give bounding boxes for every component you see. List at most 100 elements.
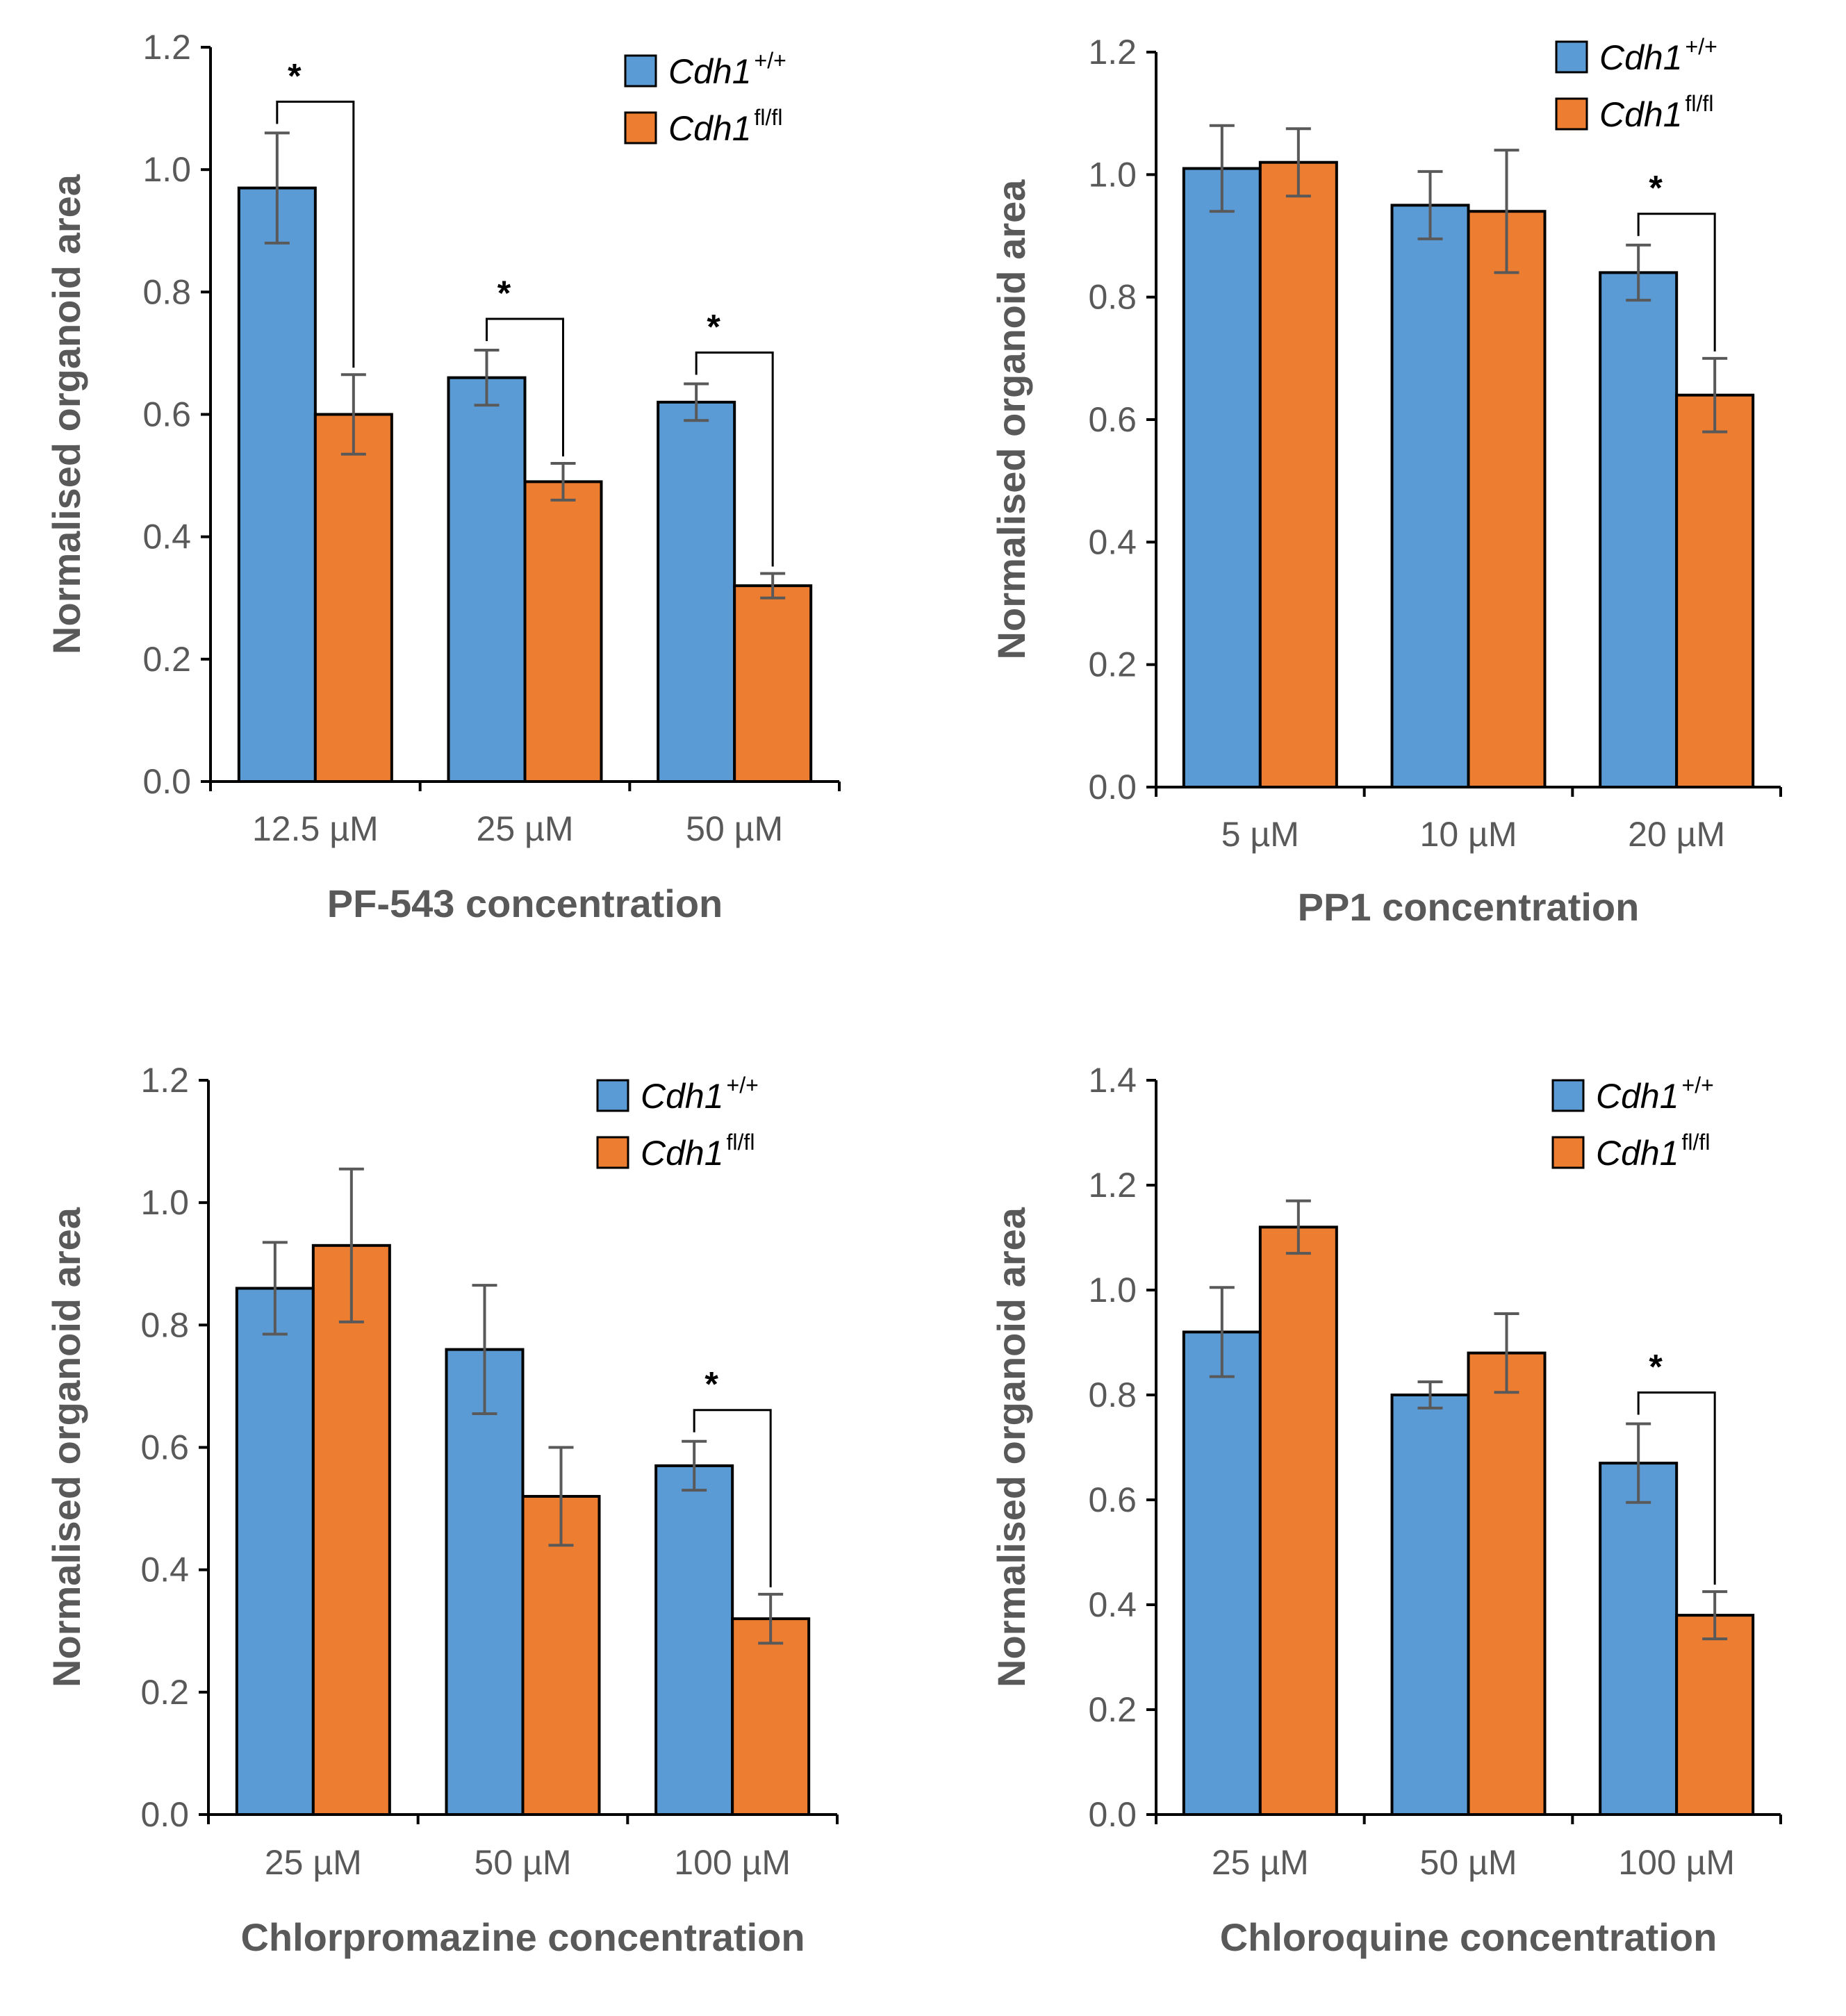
legend-superscript: +/+ bbox=[755, 48, 786, 73]
x-tick-label: 100 µM bbox=[1618, 1843, 1735, 1882]
bar-wt bbox=[654, 1464, 734, 1817]
y-tick-label: 0.8 bbox=[140, 1305, 189, 1344]
y-tick-label: 0.4 bbox=[1088, 1585, 1137, 1624]
bar-wt bbox=[1599, 271, 1679, 788]
legend-swatch-fl bbox=[624, 111, 657, 144]
chart-panel-1: 0.0 0.2 0.4 0.6 0.8 1.0 1.2 12.5 µM 25 µM 50 µM * *… bbox=[44, 28, 841, 925]
significance-bracket bbox=[276, 100, 355, 368]
legend-swatch-wt bbox=[596, 1079, 629, 1112]
x-axis-title: Chlorpromazine concentration bbox=[240, 1915, 805, 1959]
legend-label-wt: Cdh1 +/+ bbox=[641, 1073, 759, 1116]
y-tick-label: 1.0 bbox=[142, 150, 191, 189]
legend-label-fl: Cdh1 fl/fl bbox=[1599, 91, 1713, 134]
x-axis-title: PP1 concentration bbox=[1298, 885, 1640, 929]
x-tick-label: 20 µM bbox=[1628, 815, 1725, 854]
bar-wt bbox=[1390, 1394, 1470, 1816]
legend-swatch-fl bbox=[1555, 97, 1588, 131]
y-tick-label: 1.0 bbox=[1088, 1271, 1137, 1309]
y-tick-label: 1.4 bbox=[1088, 1061, 1137, 1100]
bar-wt bbox=[445, 1348, 525, 1816]
y-tick-label: 0.2 bbox=[142, 640, 191, 679]
bar-fl bbox=[1467, 1351, 1547, 1816]
legend-swatch-wt bbox=[624, 54, 657, 88]
significance-star: * bbox=[497, 274, 511, 313]
significance-bracket bbox=[1637, 1391, 1716, 1585]
y-tick-label: 1.2 bbox=[142, 28, 191, 67]
legend-swatch-wt bbox=[1551, 1079, 1585, 1112]
x-tick-label: 50 µM bbox=[686, 809, 783, 848]
x-tick-label: 12.5 µM bbox=[252, 809, 379, 848]
legend-label-fl: Cdh1 fl/fl bbox=[668, 105, 782, 148]
bar-fl bbox=[311, 1244, 391, 1816]
legend-superscript: fl/fl bbox=[1686, 91, 1714, 116]
significance-bracket bbox=[695, 351, 774, 567]
x-axis-title: Chloroquine concentration bbox=[1220, 1915, 1717, 1959]
x-tick-label: 10 µM bbox=[1420, 815, 1517, 854]
legend-superscript: +/+ bbox=[727, 1073, 759, 1098]
significance-star: * bbox=[704, 1365, 718, 1404]
significance-star: * bbox=[707, 307, 720, 346]
x-tick-label: 25 µM bbox=[265, 1843, 362, 1882]
y-tick-label: 0.2 bbox=[1088, 1690, 1137, 1729]
bar-wt bbox=[1599, 1462, 1679, 1816]
x-tick-label: 25 µM bbox=[477, 809, 574, 848]
y-axis-title: Normalised organoid area bbox=[44, 174, 88, 654]
significance-star: * bbox=[288, 56, 302, 95]
legend-label-wt: Cdh1 +/+ bbox=[1596, 1073, 1714, 1116]
y-tick-label: 1.0 bbox=[1088, 155, 1137, 194]
bar-wt bbox=[237, 186, 317, 783]
x-tick-label: 25 µM bbox=[1212, 1843, 1309, 1882]
y-tick-label: 0.6 bbox=[1088, 400, 1137, 439]
legend-swatch-wt bbox=[1555, 40, 1588, 74]
legend-swatch-fl bbox=[1551, 1136, 1585, 1169]
x-tick-label: 50 µM bbox=[475, 1843, 572, 1882]
bar-fl bbox=[1467, 210, 1547, 788]
y-tick-label: 0.6 bbox=[142, 395, 191, 434]
legend-superscript: +/+ bbox=[1682, 1073, 1714, 1098]
legend-label-wt: Cdh1 +/+ bbox=[668, 48, 786, 91]
legend-label-fl: Cdh1 fl/fl bbox=[1596, 1130, 1710, 1173]
significance-star: * bbox=[1649, 169, 1663, 208]
chart-panel-2: 0.0 0.2 0.4 0.6 0.8 1.0 1.2 5 µM 10 µM 20 µM * Norm… bbox=[989, 33, 1782, 929]
legend-swatch-fl bbox=[596, 1136, 629, 1169]
y-tick-label: 0.8 bbox=[142, 272, 191, 311]
bar-wt bbox=[1182, 167, 1262, 788]
y-tick-label: 0.4 bbox=[1088, 522, 1137, 561]
y-tick-label: 0.8 bbox=[1088, 1375, 1137, 1414]
bar-wt bbox=[447, 376, 527, 783]
x-axis-title: PF-543 concentration bbox=[327, 882, 723, 925]
x-tick-label: 5 µM bbox=[1221, 815, 1299, 854]
y-axis-title: Normalised organoid area bbox=[989, 179, 1033, 660]
legend-label-wt: Cdh1 +/+ bbox=[1599, 34, 1717, 77]
bar-wt bbox=[235, 1287, 315, 1816]
chart-panel-4: 0.0 0.2 0.4 0.6 0.8 1.0 1.2 1.4 25 µM 50 µM 100 µM… bbox=[989, 1061, 1782, 1959]
legend-superscript: +/+ bbox=[1686, 34, 1717, 59]
y-tick-label: 0.0 bbox=[140, 1795, 189, 1834]
y-tick-label: 0.6 bbox=[140, 1428, 189, 1467]
y-tick-label: 0.8 bbox=[1088, 278, 1137, 317]
x-tick-label: 50 µM bbox=[1420, 1843, 1517, 1882]
bar-fl bbox=[313, 413, 393, 783]
y-axis-title: Normalised organoid area bbox=[989, 1207, 1033, 1687]
significance-bracket bbox=[486, 317, 564, 456]
legend-superscript: fl/fl bbox=[727, 1130, 755, 1155]
y-tick-label: 0.0 bbox=[1088, 1795, 1137, 1834]
bar-fl bbox=[731, 1617, 811, 1816]
legend-label-fl: Cdh1 fl/fl bbox=[641, 1130, 755, 1173]
y-tick-label: 0.2 bbox=[1088, 645, 1137, 684]
y-tick-label: 1.2 bbox=[1088, 33, 1137, 72]
chart-panel-3: 0.0 0.2 0.4 0.6 0.8 1.0 1.2 25 µM 50 µM 100 µM * No… bbox=[44, 1061, 839, 1959]
bar-fl bbox=[1258, 1225, 1338, 1816]
bar-wt bbox=[657, 400, 736, 783]
bar-fl bbox=[1258, 160, 1338, 788]
significance-star: * bbox=[1649, 1348, 1663, 1387]
bar-fl bbox=[733, 584, 813, 784]
y-tick-label: 0.0 bbox=[1088, 768, 1137, 807]
y-tick-label: 0.4 bbox=[140, 1551, 189, 1589]
bar-fl bbox=[1675, 393, 1755, 788]
legend-superscript: fl/fl bbox=[1682, 1130, 1711, 1155]
y-axis-title: Normalised organoid area bbox=[44, 1207, 88, 1687]
significance-bracket bbox=[693, 1409, 772, 1587]
y-tick-label: 0.0 bbox=[142, 762, 191, 801]
y-tick-label: 0.2 bbox=[140, 1673, 189, 1712]
